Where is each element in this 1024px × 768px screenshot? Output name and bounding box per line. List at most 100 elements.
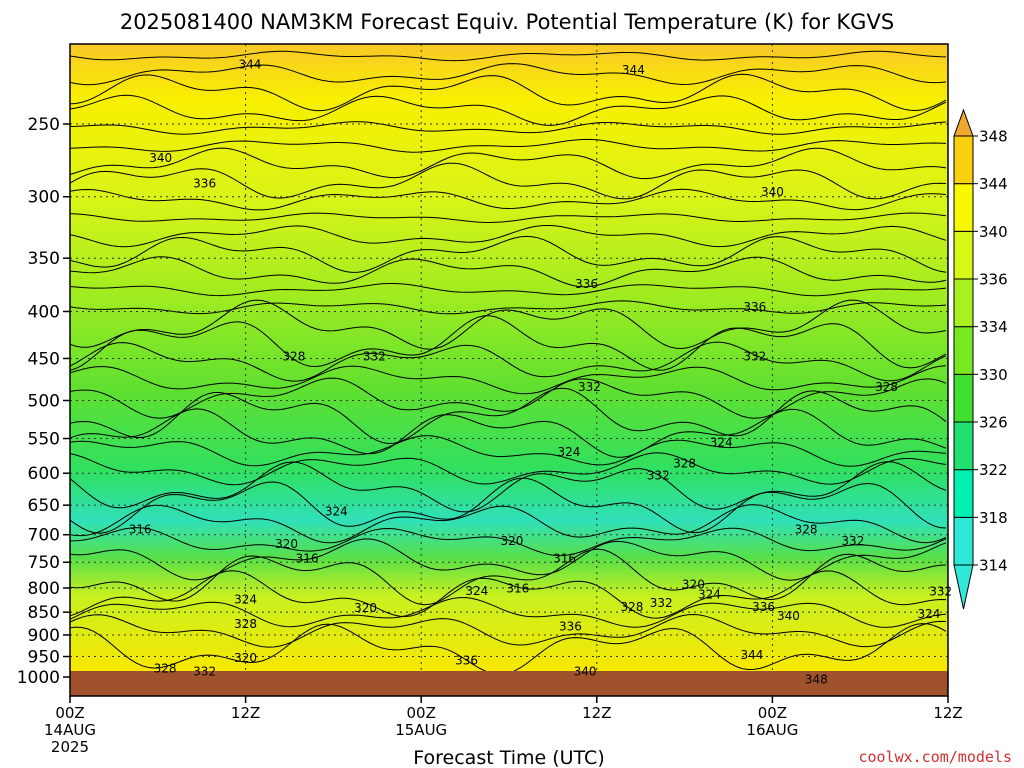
colorbar-label: 326 bbox=[979, 414, 1008, 432]
x-tick-label: 00Z bbox=[758, 704, 787, 722]
field-shading bbox=[70, 44, 948, 671]
contour-label: 344 bbox=[239, 57, 262, 71]
chart-title: 2025081400 NAM3KM Forecast Equiv. Potent… bbox=[120, 10, 894, 34]
y-tick-label: 300 bbox=[28, 188, 60, 208]
contour-line bbox=[70, 63, 947, 86]
site-credit: coolwx.com/models bbox=[858, 748, 1012, 766]
contour-label: 320 bbox=[275, 537, 298, 551]
contour-label: 316 bbox=[129, 522, 152, 536]
x-tick-sublabel: 14AUG bbox=[44, 721, 96, 739]
contour-line bbox=[70, 461, 947, 513]
contour-label: 324 bbox=[918, 607, 941, 621]
contour-line bbox=[70, 527, 947, 557]
contour-label: 332 bbox=[743, 349, 766, 363]
contour-label: 316 bbox=[553, 551, 576, 565]
plot-area bbox=[70, 44, 948, 696]
colorbar-segment bbox=[953, 278, 974, 328]
contour-line bbox=[70, 225, 947, 248]
ground-mask bbox=[70, 671, 948, 696]
colorbar-segment bbox=[953, 373, 974, 423]
contour-label: 324 bbox=[234, 592, 257, 606]
contour-label: 348 bbox=[805, 672, 828, 686]
colorbar: 314 318 322 326 330 334 336 340 344 348 bbox=[953, 108, 1008, 610]
contour-line bbox=[70, 613, 947, 648]
contour-label: 340 bbox=[149, 151, 172, 165]
x-tick-label: 00Z bbox=[55, 704, 84, 722]
colorbar-label: 348 bbox=[979, 128, 1008, 146]
contour-line bbox=[70, 504, 947, 544]
colorbar-label: 340 bbox=[979, 223, 1008, 241]
contour-line bbox=[70, 283, 947, 297]
contour-label: 316 bbox=[506, 581, 529, 595]
colorbar-segment bbox=[953, 421, 974, 471]
contour-label: 328 bbox=[875, 380, 898, 394]
contour-line bbox=[70, 94, 947, 126]
contour-label: 324 bbox=[465, 584, 488, 598]
y-tick-label: 1000 bbox=[17, 668, 60, 688]
colorbar-segment bbox=[953, 183, 974, 232]
colorbar-top-arrow bbox=[953, 108, 974, 137]
contour-line bbox=[70, 365, 947, 395]
contour-label: 328 bbox=[795, 522, 818, 536]
contour-label: 332 bbox=[578, 380, 601, 394]
y-axis: 250 300 350 400 450 500 550 600 650 700 750 800 850 9… bbox=[17, 115, 70, 688]
contour-line bbox=[70, 162, 947, 200]
contour-line bbox=[70, 377, 947, 419]
colorbar-label: 344 bbox=[979, 175, 1008, 193]
contour-label: 332 bbox=[193, 664, 216, 678]
contour-label: 332 bbox=[650, 596, 673, 610]
contour-label: 344 bbox=[740, 648, 763, 662]
contour-line bbox=[70, 548, 947, 606]
contour-label: 336 bbox=[455, 653, 478, 667]
contour-label: 328 bbox=[620, 600, 643, 614]
x-tick-sublabel: 2025 bbox=[51, 738, 89, 756]
colorbar-segment bbox=[953, 135, 974, 185]
contour-label: 328 bbox=[234, 617, 257, 631]
x-tick-label: 12Z bbox=[933, 704, 962, 722]
x-tick-label: 12Z bbox=[231, 704, 260, 722]
contour-line bbox=[70, 188, 947, 211]
contour-line bbox=[70, 121, 947, 135]
contour-label: 336 bbox=[559, 620, 582, 634]
contour-line bbox=[70, 452, 947, 486]
contour-label: 320 bbox=[234, 651, 257, 665]
contour-label: 332 bbox=[363, 349, 386, 363]
contour-label: 324 bbox=[325, 505, 348, 519]
contour-label: 328 bbox=[154, 662, 177, 676]
contour-label: 340 bbox=[777, 609, 800, 623]
colorbar-label: 336 bbox=[979, 271, 1008, 289]
y-tick-label: 450 bbox=[28, 349, 60, 369]
contour-line bbox=[70, 408, 947, 458]
contour-line bbox=[70, 50, 947, 62]
y-tick-label: 750 bbox=[28, 553, 60, 573]
grid-lines bbox=[70, 44, 948, 671]
y-tick-label: 550 bbox=[28, 430, 60, 450]
contour-label: 324 bbox=[710, 436, 733, 450]
contour-line bbox=[70, 341, 947, 382]
x-tick-sublabel: 15AUG bbox=[395, 721, 447, 739]
contour-line bbox=[70, 256, 947, 288]
contour-label: 336 bbox=[575, 277, 598, 291]
y-tick-label: 800 bbox=[28, 579, 60, 599]
contour-label: 332 bbox=[647, 469, 670, 483]
colorbar-label: 334 bbox=[979, 318, 1008, 336]
contour-line bbox=[70, 147, 947, 180]
y-tick-label: 350 bbox=[28, 249, 60, 269]
colorbar-label: 322 bbox=[979, 461, 1008, 479]
contour-label: 320 bbox=[354, 601, 377, 615]
contour-label: 320 bbox=[682, 577, 705, 591]
contour-label: 336 bbox=[193, 177, 216, 191]
colorbar-segment bbox=[953, 326, 974, 375]
colorbar-label: 330 bbox=[979, 366, 1008, 384]
contour-label: 316 bbox=[296, 551, 319, 565]
colorbar-label: 314 bbox=[979, 557, 1008, 575]
contour-label: 324 bbox=[558, 445, 581, 459]
contour-label: 336 bbox=[743, 300, 766, 314]
plot-frame bbox=[69, 43, 949, 697]
contour-label: 344 bbox=[622, 63, 645, 77]
contour-label: 324 bbox=[698, 587, 721, 601]
y-tick-label: 850 bbox=[28, 603, 60, 623]
y-tick-label: 650 bbox=[28, 496, 60, 516]
